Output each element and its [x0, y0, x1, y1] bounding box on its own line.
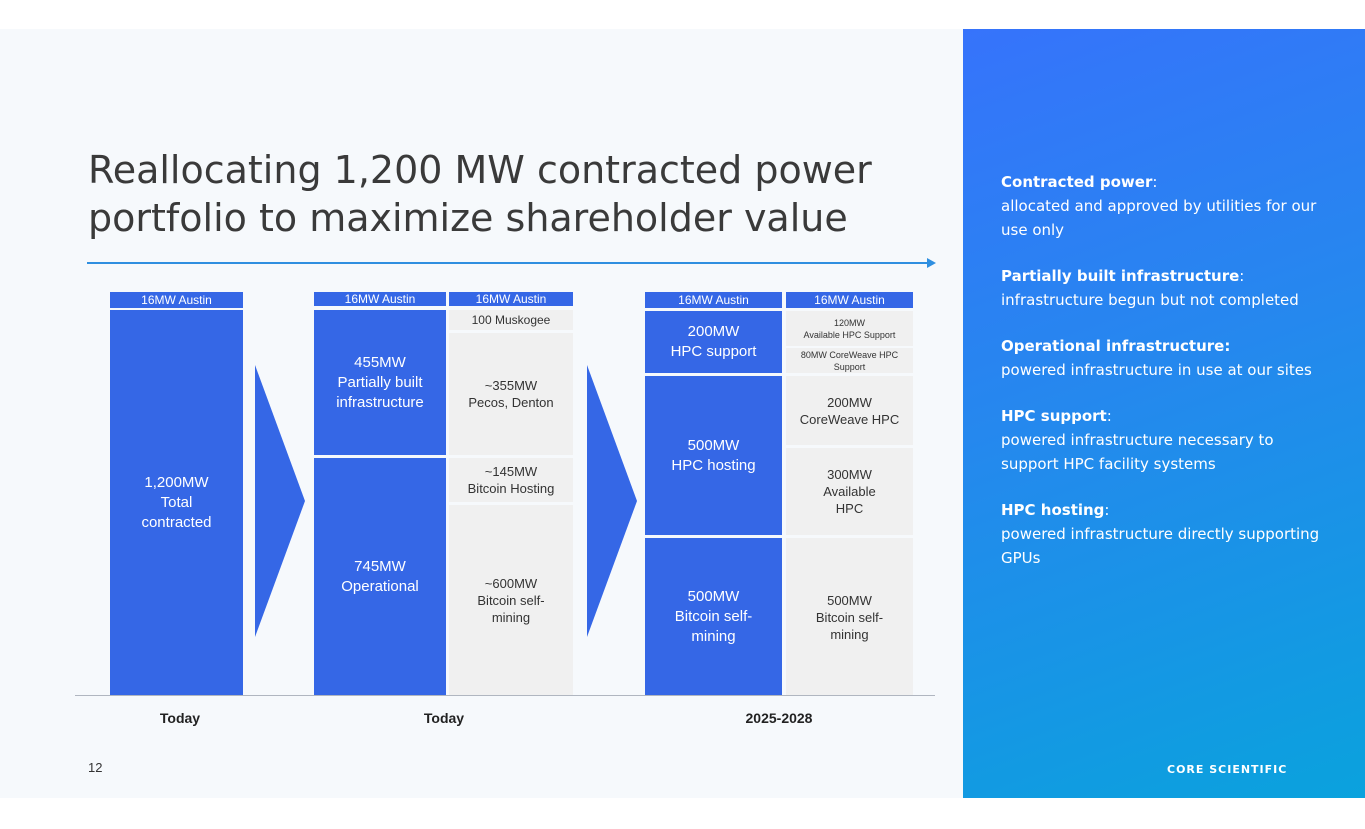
bar-segment-total-contracted: 1,200MW Total contracted — [110, 310, 243, 696]
page-number: 12 — [88, 760, 103, 775]
x-axis-label: 2025-2028 — [745, 710, 813, 726]
bar-segment-available-hpc-support: 120MW Available HPC Support — [786, 311, 913, 346]
legend-desc: powered infrastructure necessary to supp… — [1001, 431, 1274, 473]
x-axis-label: Today — [159, 710, 201, 726]
timeline-arrow-head-icon — [927, 258, 936, 268]
x-axis-label: Today — [423, 710, 465, 726]
bar-segment-hpc-support: 200MW HPC support — [645, 311, 782, 373]
bar-segment-pecos-denton: ~355MW Pecos, Denton — [449, 333, 573, 455]
legend-term: Partially built infrastructure — [1001, 267, 1240, 285]
company-logo: CORE SCIENTIFIC — [1167, 763, 1288, 776]
bar-segment-austin: 16MW Austin — [786, 292, 913, 308]
bar-segment-bitcoin-self-mining: ~600MW Bitcoin self- mining — [449, 505, 573, 696]
legend-desc: powered infrastructure directly supporti… — [1001, 525, 1320, 567]
bar-segment-austin: 16MW Austin — [110, 292, 243, 308]
transition-arrow-1-icon — [255, 365, 305, 637]
bar-segment-austin: 16MW Austin — [645, 292, 782, 308]
legend-term: Contracted power — [1001, 173, 1153, 191]
legend-term: HPC support — [1001, 407, 1107, 425]
legend-desc: allocated and approved by utilities for … — [1001, 197, 1317, 239]
bar-segment-bitcoin-self-mining: 500MW Bitcoin self- mining — [786, 538, 913, 696]
legend-desc: infrastructure begun but not completed — [1001, 291, 1299, 309]
bar-segment-bitcoin-self-mining: 500MW Bitcoin self- mining — [645, 538, 782, 696]
legend-term: HPC hosting — [1001, 501, 1105, 519]
bar-segment-bitcoin-hosting: ~145MW Bitcoin Hosting — [449, 458, 573, 502]
bar-segment-coreweave-hpc-support: 80MW CoreWeave HPC Support — [786, 348, 913, 373]
definitions-legend: Contracted power: allocated and approved… — [1001, 170, 1331, 592]
bar-segment-coreweave-hpc: 200MW CoreWeave HPC — [786, 376, 913, 445]
legend-item-hpc-hosting: HPC hosting: powered infrastructure dire… — [1001, 501, 1320, 567]
chart-baseline — [75, 695, 935, 696]
legend-item-contracted-power: Contracted power: allocated and approved… — [1001, 173, 1317, 239]
legend-item-operational: Operational infrastructure: powered infr… — [1001, 334, 1331, 382]
bar-segment-hpc-hosting: 500MW HPC hosting — [645, 376, 782, 535]
bar-segment-muskogee: 100 Muskogee — [449, 310, 573, 330]
bar-segment-austin: 16MW Austin — [449, 292, 573, 306]
legend-term: Operational infrastructure: — [1001, 337, 1231, 355]
bar-segment-partially-built: 455MW Partially built infrastructure — [314, 310, 446, 455]
timeline-arrow-line — [87, 262, 929, 264]
page-title: Reallocating 1,200 MW contracted power p… — [88, 148, 872, 240]
legend-item-hpc-support: HPC support: powered infrastructure nece… — [1001, 407, 1274, 473]
bar-segment-operational: 745MW Operational — [314, 458, 446, 696]
sidebar-panel — [963, 29, 1365, 798]
bar-segment-austin: 16MW Austin — [314, 292, 446, 306]
bar-segment-available-hpc: 300MW Available HPC — [786, 448, 913, 535]
legend-desc: powered infrastructure in use at our sit… — [1001, 361, 1312, 379]
legend-item-partially-built: Partially built infrastructure: infrastr… — [1001, 267, 1299, 309]
transition-arrow-2-icon — [587, 365, 637, 637]
